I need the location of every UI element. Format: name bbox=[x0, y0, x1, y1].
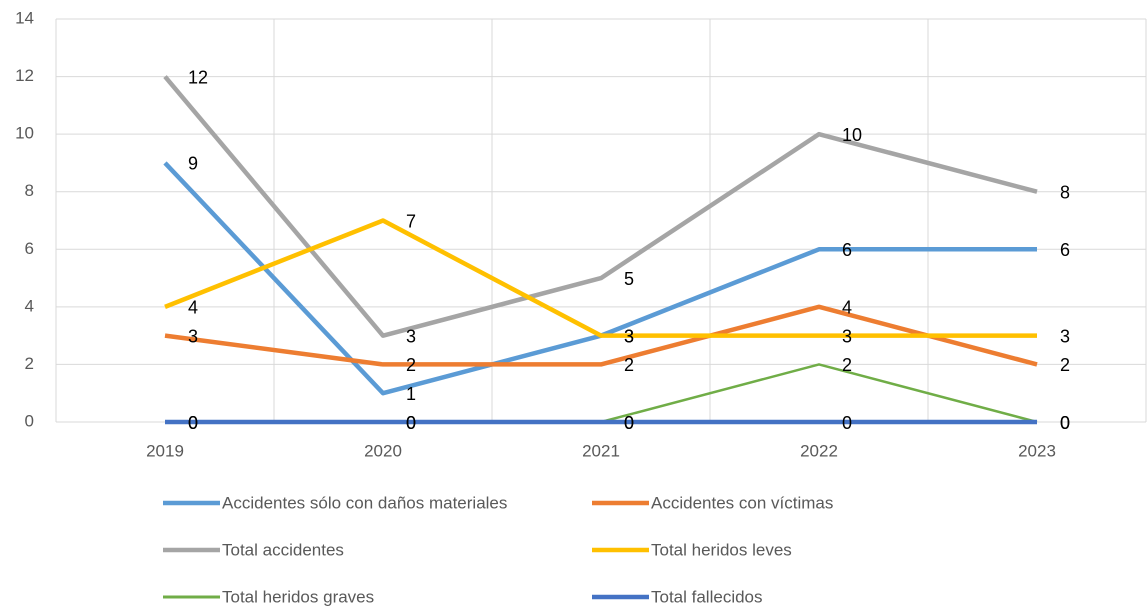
series-line bbox=[163, 75, 1038, 338]
data-label: 3 bbox=[1060, 326, 1070, 346]
legend-label: Total accidentes bbox=[222, 540, 344, 559]
data-label: 0 bbox=[188, 413, 198, 433]
data-label: 0 bbox=[1060, 413, 1070, 433]
series-line bbox=[164, 304, 1038, 367]
y-tick-label: 4 bbox=[25, 296, 34, 315]
y-tick-label: 10 bbox=[15, 124, 34, 143]
data-label: 4 bbox=[188, 298, 198, 318]
legend-label: Total heridos graves bbox=[222, 587, 374, 606]
x-tick-label: 2023 bbox=[1018, 441, 1056, 460]
data-label: 8 bbox=[1060, 182, 1070, 202]
data-label: 2 bbox=[842, 355, 852, 375]
data-label: 0 bbox=[1060, 413, 1070, 433]
data-label: 0 bbox=[624, 413, 634, 433]
data-label: 4 bbox=[842, 298, 852, 318]
data-label: 3 bbox=[406, 326, 416, 346]
series-line bbox=[164, 218, 1037, 338]
legend-label: Total heridos leves bbox=[651, 540, 792, 559]
data-label: 2 bbox=[624, 355, 634, 375]
data-label: 5 bbox=[624, 269, 634, 289]
y-tick-label: 0 bbox=[25, 411, 34, 430]
legend-label: Accidentes con víctimas bbox=[651, 493, 833, 512]
data-label: 2 bbox=[406, 355, 416, 375]
x-tick-label: 2021 bbox=[582, 441, 620, 460]
data-label: 3 bbox=[188, 326, 198, 346]
data-label: 6 bbox=[1060, 240, 1070, 260]
data-label: 3 bbox=[842, 326, 852, 346]
data-label: 3 bbox=[624, 326, 634, 346]
y-tick-label: 2 bbox=[25, 354, 34, 373]
y-tick-label: 14 bbox=[15, 8, 34, 27]
data-label: 0 bbox=[406, 413, 416, 433]
x-tick-label: 2020 bbox=[364, 441, 402, 460]
data-label: 3 bbox=[624, 326, 634, 346]
data-label: 7 bbox=[406, 211, 416, 231]
y-tick-label: 8 bbox=[25, 181, 34, 200]
data-label: 2 bbox=[1060, 355, 1070, 375]
x-tick-label: 2022 bbox=[800, 441, 838, 460]
data-label: 9 bbox=[188, 154, 198, 174]
data-label: 1 bbox=[406, 384, 416, 404]
y-tick-label: 12 bbox=[15, 66, 34, 85]
data-label: 0 bbox=[624, 413, 634, 433]
y-tick-label: 6 bbox=[25, 239, 34, 258]
data-label: 0 bbox=[842, 413, 852, 433]
data-label: 10 bbox=[842, 125, 862, 145]
legend-label: Accidentes sólo con daños materiales bbox=[222, 493, 507, 512]
legend-label: Total fallecidos bbox=[651, 587, 763, 606]
data-label: 12 bbox=[188, 67, 208, 87]
data-label: 6 bbox=[842, 240, 852, 260]
data-label: 0 bbox=[188, 413, 198, 433]
x-tick-label: 2019 bbox=[146, 441, 184, 460]
series-line bbox=[165, 363, 1038, 424]
data-label: 0 bbox=[406, 413, 416, 433]
